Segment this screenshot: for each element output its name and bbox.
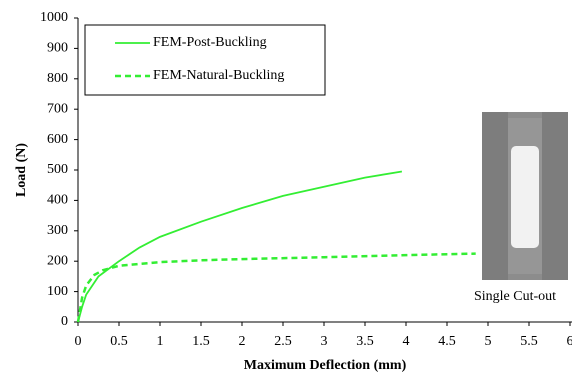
y-tick-label: 800 <box>47 71 68 86</box>
x-tick-label: 4.5 <box>438 334 456 349</box>
y-tick-label: 1000 <box>40 10 68 25</box>
inset-image <box>482 112 568 280</box>
y-tick-label: 200 <box>47 253 68 268</box>
y-tick-label: 100 <box>47 284 68 299</box>
inset-label: Single Cut-out <box>474 289 556 304</box>
y-tick-label: 400 <box>47 193 68 208</box>
x-tick-label: 1 <box>157 334 164 349</box>
x-tick-label: 0.5 <box>110 334 128 349</box>
x-tick-label: 2 <box>239 334 246 349</box>
y-tick-label: 700 <box>47 101 68 116</box>
y-tick-label: 600 <box>47 132 68 147</box>
x-tick-label: 2.5 <box>274 334 292 349</box>
x-tick-label: 5.5 <box>520 334 538 349</box>
legend-label: FEM-Natural-Buckling <box>153 68 284 83</box>
y-tick-label: 500 <box>47 162 68 177</box>
x-axis-label: Maximum Deflection (mm) <box>244 358 407 373</box>
y-tick-label: 300 <box>47 223 68 238</box>
x-tick-label: 5 <box>485 334 492 349</box>
x-tick-label: 0 <box>75 334 82 349</box>
x-tick-label: 1.5 <box>192 334 210 349</box>
y-axis-label: Load (N) <box>14 143 29 197</box>
x-tick-label: 6 <box>567 334 572 349</box>
y-tick-label: 0 <box>61 314 68 329</box>
x-tick-label: 4 <box>403 334 410 349</box>
x-tick-label: 3.5 <box>356 334 374 349</box>
line <box>78 254 476 322</box>
x-tick-label: 3 <box>321 334 328 349</box>
y-tick-label: 900 <box>47 41 68 56</box>
chart: Load (N) Maximum Deflection (mm) Single … <box>0 0 572 376</box>
legend-label: FEM-Post-Buckling <box>153 35 267 50</box>
line <box>78 172 402 322</box>
